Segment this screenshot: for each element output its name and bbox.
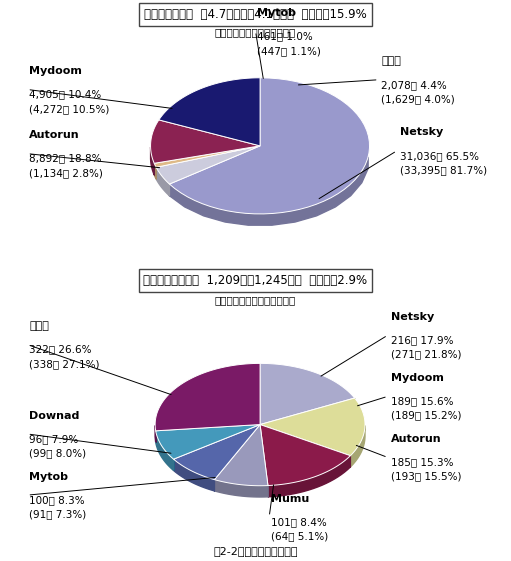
Text: (33,395個 81.7%): (33,395個 81.7%): [400, 165, 487, 175]
Text: Mytob: Mytob: [258, 7, 296, 17]
Text: 2,078個 4.4%: 2,078個 4.4%: [381, 80, 447, 90]
Text: Netsky: Netsky: [400, 127, 443, 137]
Text: 216件 17.9%: 216件 17.9%: [390, 335, 453, 345]
Polygon shape: [155, 364, 260, 431]
Text: ウイルス届出件数  1,209件（1,245件）  前月比－2.9%: ウイルス届出件数 1,209件（1,245件） 前月比－2.9%: [144, 274, 367, 287]
Text: 96件 7.9%: 96件 7.9%: [29, 434, 79, 444]
Text: 189件 15.6%: 189件 15.6%: [390, 396, 453, 406]
Text: 8,892個 18.8%: 8,892個 18.8%: [29, 154, 102, 164]
Text: 図2-1：ウイルス検出数: 図2-1：ウイルス検出数: [217, 274, 294, 284]
Polygon shape: [260, 364, 355, 425]
Polygon shape: [151, 147, 154, 175]
Polygon shape: [156, 146, 260, 184]
Text: Mumu: Mumu: [271, 494, 309, 504]
Text: 322件 26.6%: 322件 26.6%: [29, 344, 91, 355]
Text: 100件 8.3%: 100件 8.3%: [29, 495, 85, 505]
Text: （注：括弧内は前月の数値）: （注：括弧内は前月の数値）: [215, 27, 296, 37]
Text: Netsky: Netsky: [390, 312, 434, 322]
Text: (1,134個 2.8%): (1,134個 2.8%): [29, 168, 103, 178]
Polygon shape: [215, 425, 268, 486]
Text: (1,629個 4.0%): (1,629個 4.0%): [381, 94, 455, 104]
Text: その他: その他: [29, 321, 49, 332]
Polygon shape: [156, 431, 174, 471]
Polygon shape: [174, 459, 215, 491]
Polygon shape: [215, 480, 268, 497]
Polygon shape: [154, 163, 156, 179]
Text: (91件 7.3%): (91件 7.3%): [29, 509, 86, 519]
Text: Autorun: Autorun: [390, 434, 441, 444]
Polygon shape: [159, 78, 260, 146]
Text: 4,905個 10.4%: 4,905個 10.4%: [29, 89, 102, 99]
Polygon shape: [174, 425, 260, 480]
Polygon shape: [260, 425, 351, 485]
Text: 図2-2：ウイルス届出件数: 図2-2：ウイルス届出件数: [213, 546, 298, 557]
Text: (99件 8.0%): (99件 8.0%): [29, 448, 86, 458]
Text: 185件 15.3%: 185件 15.3%: [390, 457, 453, 467]
Text: Mydoom: Mydoom: [29, 66, 82, 76]
Polygon shape: [155, 425, 156, 442]
Text: (447個 1.1%): (447個 1.1%): [258, 45, 321, 56]
Text: (338件 27.1%): (338件 27.1%): [29, 358, 100, 369]
Text: その他: その他: [381, 56, 401, 66]
Polygon shape: [156, 167, 170, 196]
Polygon shape: [260, 398, 365, 456]
Polygon shape: [156, 425, 260, 459]
Text: (64件 5.1%): (64件 5.1%): [271, 531, 328, 541]
Text: 31,036個 65.5%: 31,036個 65.5%: [400, 151, 479, 160]
Polygon shape: [170, 157, 368, 225]
Text: （注：括弧内は前月の数値）: （注：括弧内は前月の数値）: [215, 295, 296, 305]
Text: 101件 8.4%: 101件 8.4%: [271, 517, 327, 527]
Text: 461個 1.0%: 461個 1.0%: [258, 31, 313, 41]
Text: (193件 15.5%): (193件 15.5%): [390, 472, 461, 481]
Text: (189件 15.2%): (189件 15.2%): [390, 411, 461, 420]
Text: Downad: Downad: [29, 411, 80, 421]
Polygon shape: [151, 120, 260, 163]
Text: Mytob: Mytob: [29, 472, 68, 482]
Text: Mydoom: Mydoom: [390, 373, 444, 383]
Text: (271件 21.8%): (271件 21.8%): [390, 350, 461, 359]
Text: ウイルス検出数  約4.7万個（約4.1万個）  前月比＋15.9%: ウイルス検出数 約4.7万個（約4.1万個） 前月比＋15.9%: [144, 8, 367, 21]
Polygon shape: [170, 78, 369, 214]
Polygon shape: [154, 146, 260, 167]
Text: Autorun: Autorun: [29, 130, 80, 140]
Text: (4,272個 10.5%): (4,272個 10.5%): [29, 104, 109, 114]
Polygon shape: [351, 426, 365, 467]
Polygon shape: [268, 456, 351, 497]
